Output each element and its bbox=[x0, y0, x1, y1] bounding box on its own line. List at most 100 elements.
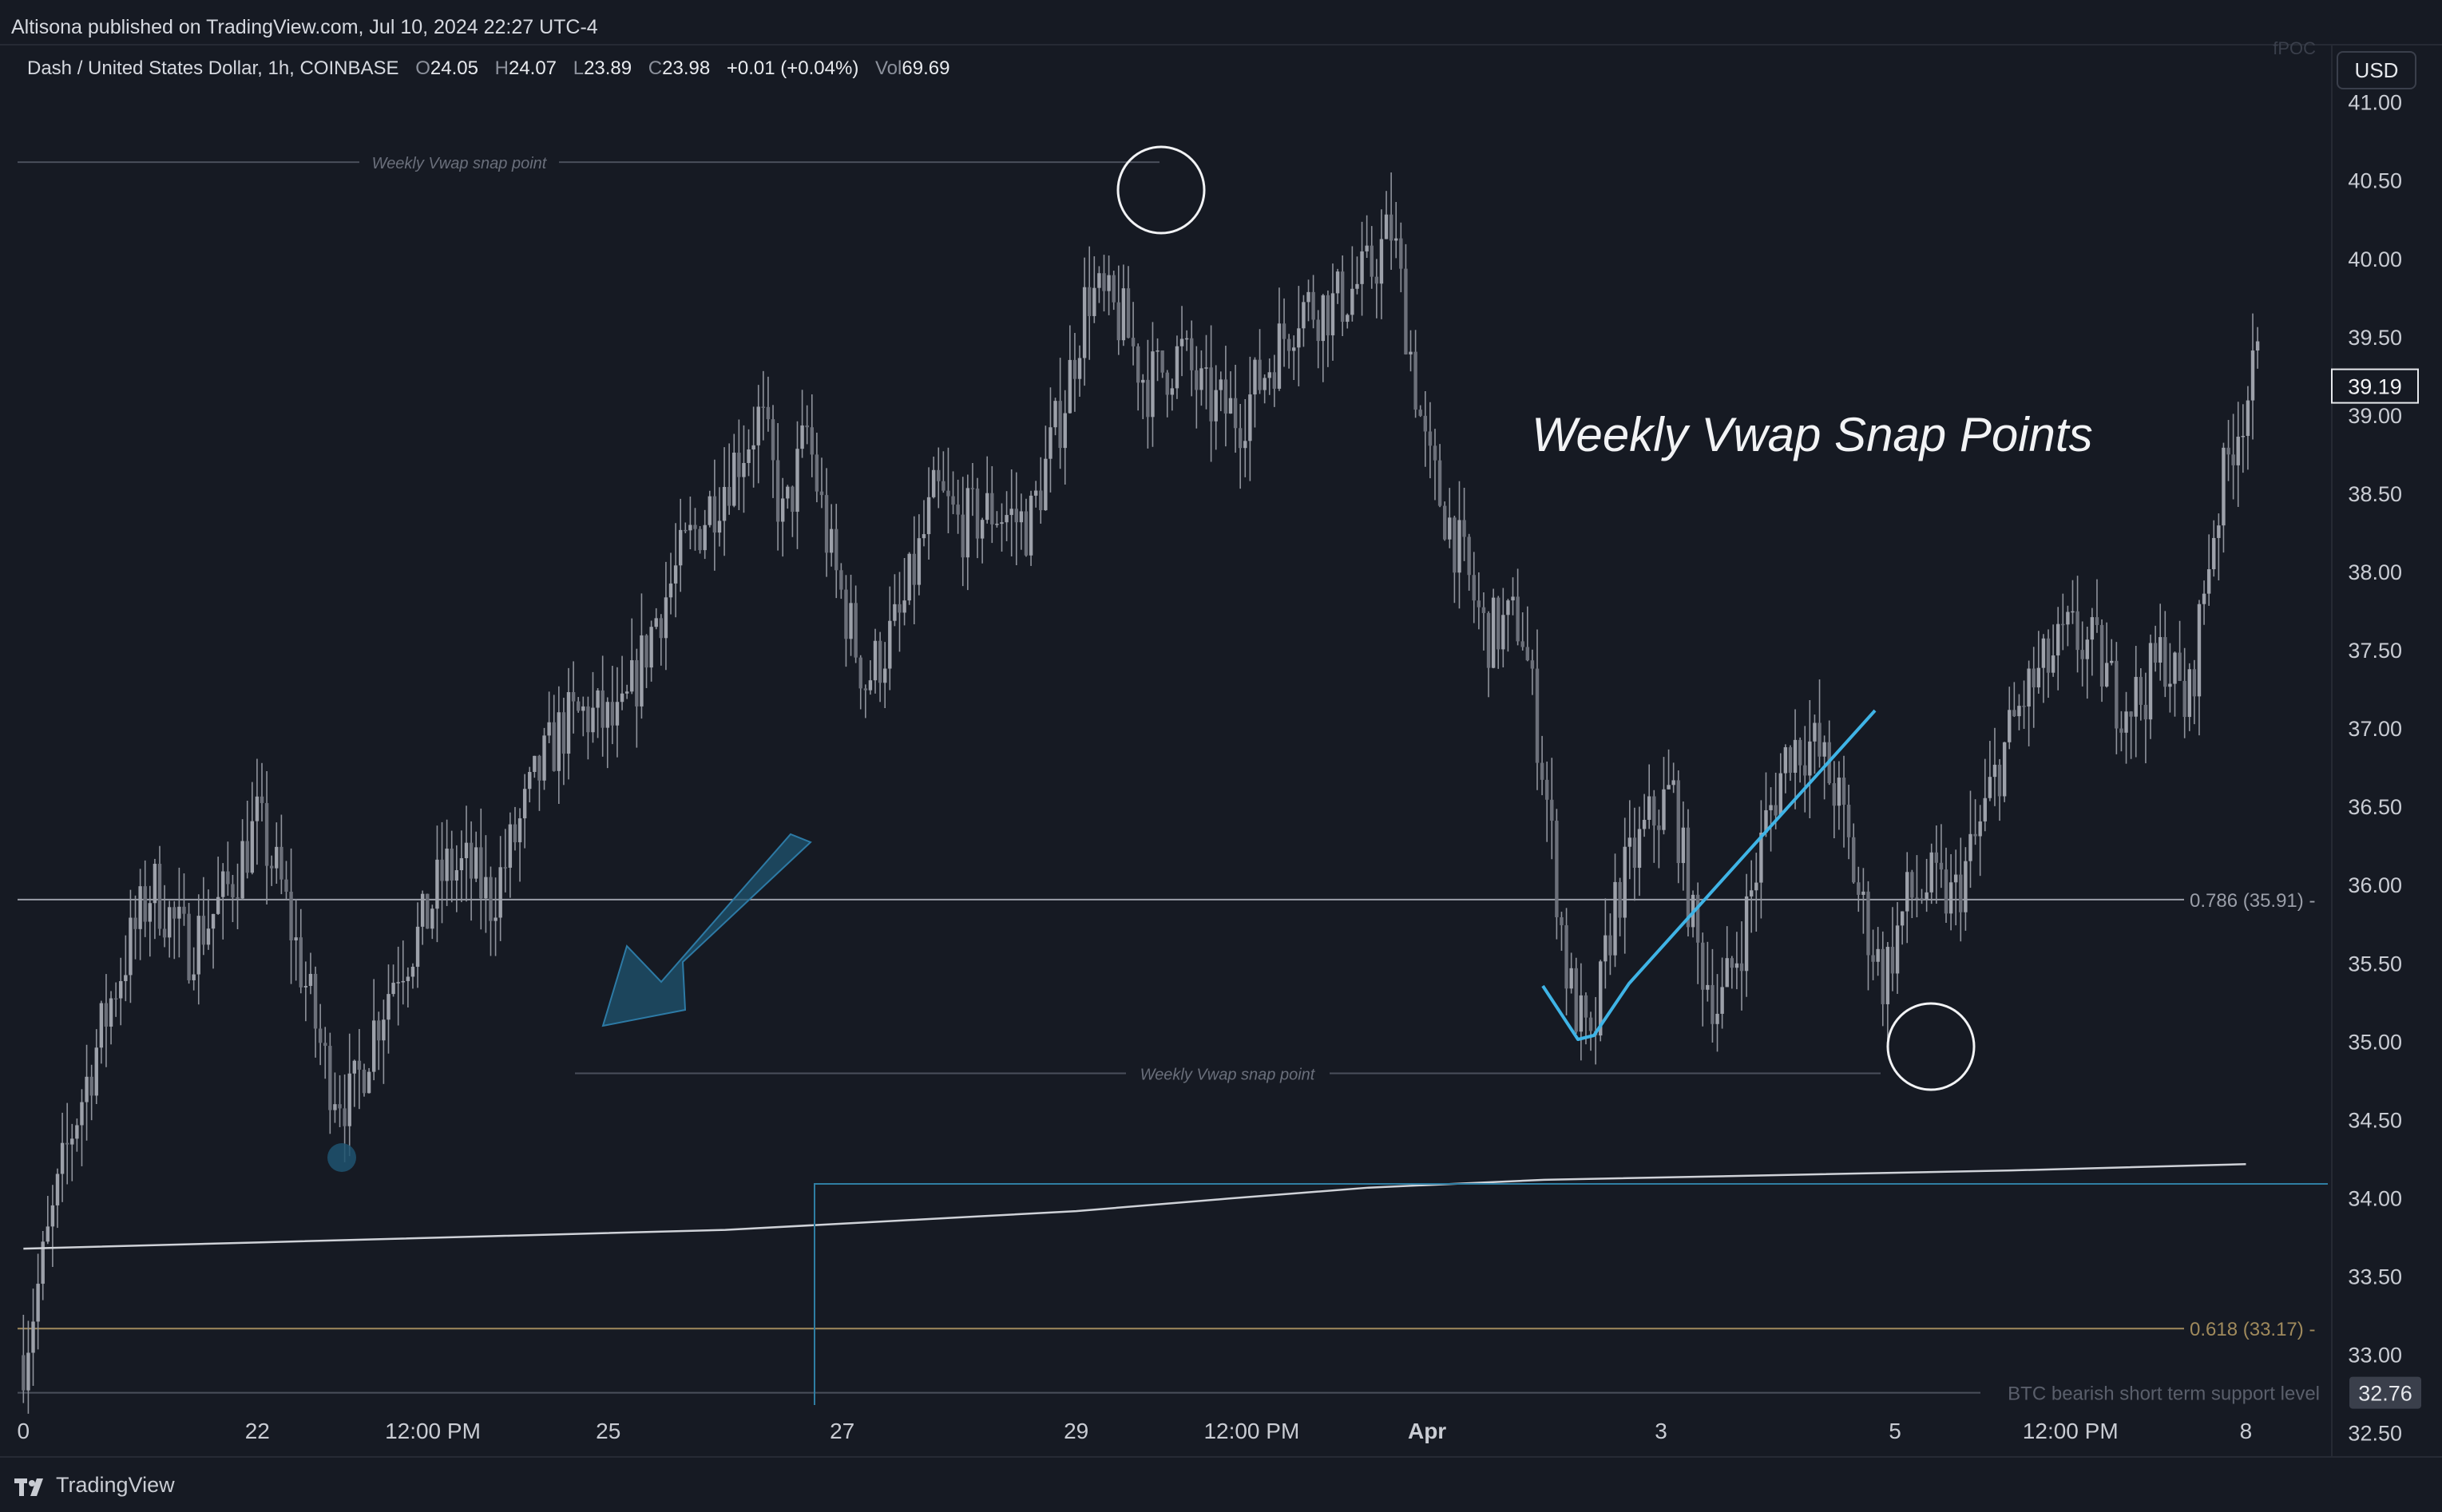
candle-body bbox=[1238, 428, 1243, 449]
candle-body bbox=[1175, 346, 1179, 389]
support-price-tag-bg bbox=[2349, 1376, 2421, 1409]
candle-body bbox=[664, 597, 668, 639]
candle-body bbox=[1092, 287, 1096, 316]
candle-body bbox=[737, 452, 741, 477]
candle-body bbox=[1156, 350, 1160, 352]
candle-body bbox=[2075, 611, 2079, 651]
candle-body bbox=[1964, 861, 1968, 912]
candle-body bbox=[22, 1355, 26, 1391]
candle-body bbox=[581, 706, 585, 711]
candle-body bbox=[1846, 805, 1851, 837]
candle-body bbox=[1730, 958, 1734, 968]
candle-body bbox=[245, 841, 249, 873]
candle-body bbox=[533, 755, 537, 772]
candle-body bbox=[216, 897, 220, 914]
candle-body bbox=[1759, 832, 1763, 883]
candle-body bbox=[177, 906, 181, 919]
candle-body bbox=[868, 680, 873, 691]
candle-body bbox=[528, 771, 532, 790]
candle-body bbox=[1204, 367, 1208, 369]
candle-body bbox=[1599, 961, 1603, 1036]
candle-body bbox=[1632, 837, 1637, 869]
candle-body bbox=[226, 871, 230, 885]
candle-body bbox=[94, 1047, 98, 1096]
candle-body bbox=[1088, 287, 1092, 316]
low-label: L bbox=[573, 57, 585, 79]
candle-body bbox=[75, 1125, 79, 1139]
candle-body bbox=[912, 553, 916, 585]
candle-body bbox=[1370, 245, 1374, 277]
candle-body bbox=[1335, 271, 1340, 294]
candle-body bbox=[1915, 897, 1919, 899]
y-tick-label: 37.00 bbox=[2348, 717, 2402, 741]
candle-body bbox=[2153, 643, 2158, 663]
candle-body bbox=[1516, 596, 1520, 642]
candle-series bbox=[22, 172, 2260, 1414]
down-left-arrow bbox=[601, 833, 812, 1027]
candle-body bbox=[1306, 291, 1310, 303]
time-axis[interactable]: 0 22 12:00 PM 25 27 29 12:00 PM Apr 3 5 12:00 PM 8 bbox=[18, 1419, 2253, 1443]
candle-body bbox=[1024, 511, 1029, 556]
candle-body bbox=[323, 1043, 327, 1047]
candle-body bbox=[1209, 367, 1213, 422]
candle-body bbox=[1997, 764, 2002, 797]
candle-body bbox=[873, 640, 878, 681]
candle-body bbox=[1706, 984, 1710, 990]
candle-body bbox=[1263, 378, 1267, 390]
candle-body bbox=[1642, 819, 1647, 829]
candle-body bbox=[810, 427, 814, 455]
currency-button[interactable]: USD bbox=[2337, 51, 2416, 89]
candle-body bbox=[1681, 827, 1686, 864]
fpoc-label: fPOC bbox=[2273, 38, 2316, 58]
y-tick-label: 37.50 bbox=[2348, 639, 2402, 663]
candle-body bbox=[99, 1003, 104, 1048]
candle-body bbox=[883, 668, 887, 683]
candle-body bbox=[742, 462, 746, 477]
candle-body bbox=[1433, 445, 1437, 461]
candle-body bbox=[201, 916, 206, 945]
candle-body bbox=[1409, 351, 1413, 354]
candle-body bbox=[1190, 338, 1194, 370]
candle-body bbox=[1049, 427, 1053, 459]
candle-body bbox=[684, 529, 688, 532]
candle-body bbox=[65, 1142, 69, 1145]
candle-body bbox=[1326, 295, 1330, 336]
candle-body bbox=[1671, 780, 1675, 786]
candle-body bbox=[41, 1241, 45, 1284]
candle-body bbox=[815, 454, 819, 492]
tradingview-brand[interactable]: TradingView bbox=[14, 1469, 175, 1501]
candle-body bbox=[970, 488, 975, 489]
candle-body bbox=[557, 712, 561, 771]
candle-body bbox=[1272, 372, 1277, 389]
candle-body bbox=[1686, 827, 1691, 928]
candle-body bbox=[1462, 520, 1466, 537]
candle-body bbox=[761, 406, 766, 408]
candle-body bbox=[781, 498, 785, 522]
candle-body bbox=[172, 907, 176, 919]
candle-body bbox=[1423, 415, 1427, 432]
candle-body bbox=[162, 928, 167, 938]
candle-body bbox=[1165, 372, 1169, 395]
annotation-title: Weekly Vwap Snap Points bbox=[1532, 408, 2093, 461]
candle-body bbox=[474, 847, 478, 879]
candle-body bbox=[371, 1020, 376, 1072]
price-axis[interactable]: 32.50 33.00 33.50 34.00 34.50 35.00 35.50 36.00… bbox=[2348, 91, 2402, 1446]
candle-body bbox=[1160, 350, 1164, 373]
candle-body bbox=[2163, 637, 2167, 687]
candle-body bbox=[1116, 302, 1120, 341]
candle-body bbox=[922, 534, 926, 539]
candle-body bbox=[829, 528, 834, 553]
candle-body bbox=[1657, 825, 1661, 830]
candle-body bbox=[264, 802, 269, 866]
candle-body bbox=[2008, 710, 2012, 742]
candle-body bbox=[1720, 987, 1724, 1014]
candle-body bbox=[1793, 739, 1798, 773]
candle-body bbox=[1560, 916, 1564, 926]
candle-body bbox=[1442, 505, 1447, 540]
volume-value: 69.69 bbox=[902, 57, 950, 79]
candle-body bbox=[1214, 390, 1218, 422]
candle-body bbox=[36, 1284, 40, 1322]
candle-body bbox=[620, 693, 624, 703]
